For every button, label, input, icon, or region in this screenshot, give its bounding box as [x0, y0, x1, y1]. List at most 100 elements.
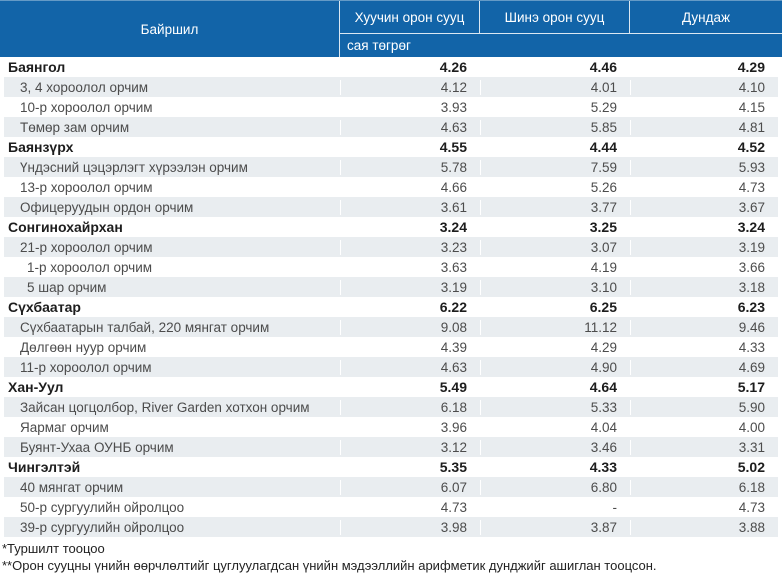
location-cell: 3, 4 хороолол орчим — [20, 79, 149, 95]
table-header: Байршил Хуучин орон сууц Шинэ орон сууц … — [0, 0, 782, 57]
table-row: Үндэсний цэцэрлэгт хүрээлэн орчим 5.78 7… — [4, 157, 778, 177]
table-row: Сүхбаатарын талбай, 220 мянгат орчим 9.0… — [4, 317, 778, 337]
old-apartment-price-cell: 3.63 — [340, 259, 480, 275]
table-row: 5 шар орчим 3.19 3.10 3.18 — [4, 277, 778, 297]
old-apartment-price-cell: 3.96 — [340, 419, 480, 435]
location-cell: 1-р хороолол орчим — [27, 259, 153, 275]
old-apartment-price-cell: 6.07 — [340, 479, 480, 495]
old-apartment-price-cell: 4.12 — [340, 79, 480, 95]
old-apartment-price-cell: 4.63 — [340, 119, 480, 135]
new-apartment-price-cell: 4.64 — [480, 379, 630, 395]
average-price-cell: 4.52 — [630, 139, 778, 155]
old-apartment-price-cell: 4.63 — [340, 359, 480, 375]
new-apartment-price-cell: 4.33 — [480, 459, 630, 475]
table-row: Сонгинохайрхан 3.24 3.25 3.24 — [4, 217, 778, 237]
location-cell: Сүхбаатар — [8, 299, 81, 315]
old-apartment-price-cell: 6.18 — [340, 399, 480, 415]
new-apartment-price-cell: 3.07 — [480, 239, 630, 255]
old-apartment-price-cell: 4.73 — [340, 499, 480, 515]
new-apartment-price-cell: 4.19 — [480, 259, 630, 275]
average-price-cell: 3.18 — [630, 279, 778, 295]
location-cell: 13-р хороолол орчим — [20, 179, 153, 195]
location-cell: 21-р хороолол орчим — [20, 239, 153, 255]
old-apartment-price-cell: 3.23 — [340, 239, 480, 255]
new-apartment-price-cell: 4.29 — [480, 339, 630, 355]
header-location-column: Байршил — [0, 1, 340, 57]
average-price-cell: 5.17 — [630, 379, 778, 395]
old-apartment-price-cell: 3.24 — [340, 219, 480, 235]
old-apartment-price-cell: 3.12 — [340, 439, 480, 455]
location-cell: Сонгинохайрхан — [8, 219, 123, 235]
location-cell: Үндэсний цэцэрлэгт хүрээлэн орчим — [20, 159, 248, 175]
average-price-cell: 5.93 — [630, 159, 778, 175]
new-apartment-price-cell: 3.10 — [480, 279, 630, 295]
average-price-cell: 6.18 — [630, 479, 778, 495]
old-apartment-price-cell: 6.22 — [340, 299, 480, 315]
location-cell: Баянзүрх — [8, 139, 74, 155]
location-cell: Сүхбаатарын талбай, 220 мянгат орчим — [20, 319, 270, 335]
table-row: 40 мянгат орчим 6.07 6.80 6.18 — [4, 477, 778, 497]
average-price-cell: 4.29 — [630, 59, 778, 75]
new-apartment-price-cell: - — [480, 499, 630, 515]
new-apartment-price-cell: 5.85 — [480, 119, 630, 135]
location-cell: 39-р сургуулийн ойролцоо — [20, 519, 185, 535]
table-row: 3, 4 хороолол орчим 4.12 4.01 4.10 — [4, 77, 778, 97]
table-row: 50-р сургуулийн ойролцоо 4.73 - 4.73 — [4, 497, 778, 517]
average-price-cell: 3.67 — [630, 199, 778, 215]
table-row: Яармаг орчим 3.96 4.04 4.00 — [4, 417, 778, 437]
old-apartment-price-cell: 3.93 — [340, 99, 480, 115]
location-cell: 40 мянгат орчим — [20, 479, 124, 495]
footnote-experimental: *Туршилт тооцоо — [2, 541, 105, 556]
header-value-columns: Хуучин орон сууц Шинэ орон сууц Дундаж с… — [340, 1, 782, 57]
location-cell: Яармаг орчим — [20, 419, 109, 435]
new-apartment-price-cell: 3.25 — [480, 219, 630, 235]
average-price-cell: 4.73 — [630, 499, 778, 515]
average-price-cell: 4.10 — [630, 79, 778, 95]
table-row: Буянт-Ухаа ОУНБ орчим 3.12 3.46 3.31 — [4, 437, 778, 457]
location-cell: Хан-Уул — [8, 379, 64, 395]
average-price-cell: 4.81 — [630, 119, 778, 135]
location-cell: 50-р сургуулийн ойролцоо — [20, 499, 185, 515]
table-row: 1-р хороолол орчим 3.63 4.19 3.66 — [4, 257, 778, 277]
average-price-cell: 3.66 — [630, 259, 778, 275]
table-row: 10-р хороолол орчим 3.93 5.29 4.15 — [4, 97, 778, 117]
old-apartment-price-cell: 5.49 — [340, 379, 480, 395]
table-row: Офицеруудын ордон орчим 3.61 3.77 3.67 — [4, 197, 778, 217]
new-apartment-price-cell: 3.46 — [480, 439, 630, 455]
new-apartment-price-cell: 5.33 — [480, 399, 630, 415]
location-cell: 11-р хороолол орчим — [20, 359, 152, 375]
new-apartment-price-cell: 3.77 — [480, 199, 630, 215]
average-price-cell: 4.69 — [630, 359, 778, 375]
table-row: Чингэлтэй 5.35 4.33 5.02 — [4, 457, 778, 477]
header-average-column: Дундаж — [681, 9, 731, 25]
new-apartment-price-cell: 7.59 — [480, 159, 630, 175]
table-row: Дөлгөөн нуур орчим 4.39 4.29 4.33 — [4, 337, 778, 357]
location-cell: Дөлгөөн нуур орчим — [20, 339, 147, 355]
location-cell: Баянгол — [8, 59, 66, 75]
old-apartment-price-cell: 3.98 — [340, 519, 480, 535]
average-price-cell: 3.88 — [630, 519, 778, 535]
location-cell: Зайсан цогцолбор, River Garden хотхон ор… — [20, 399, 310, 415]
table-row: Төмөр зам орчим 4.63 5.85 4.81 — [4, 117, 778, 137]
average-price-cell: 6.23 — [630, 299, 778, 315]
average-price-cell: 4.73 — [630, 179, 778, 195]
location-cell: 10-р хороолол орчим — [20, 99, 153, 115]
old-apartment-price-cell: 3.61 — [340, 199, 480, 215]
table-row: 11-р хороолол орчим 4.63 4.90 4.69 — [4, 357, 778, 377]
old-apartment-price-cell: 4.26 — [340, 59, 480, 75]
average-price-cell: 3.24 — [630, 219, 778, 235]
footnotes: *Туршилт тооцоо **Орон сууцны үнийн өөрч… — [0, 537, 782, 574]
average-price-cell: 3.31 — [630, 439, 778, 455]
new-apartment-price-cell: 3.87 — [480, 519, 630, 535]
average-price-cell: 4.00 — [630, 419, 778, 435]
location-cell: Төмөр зам орчим — [20, 119, 130, 135]
table-body: Баянгол 4.26 4.46 4.29 3, 4 хороолол орч… — [0, 57, 782, 537]
new-apartment-price-cell: 4.46 — [480, 59, 630, 75]
new-apartment-price-cell: 4.04 — [480, 419, 630, 435]
average-price-cell: 3.19 — [630, 239, 778, 255]
new-apartment-price-cell: 6.25 — [480, 299, 630, 315]
table-row: Баянзүрх 4.55 4.44 4.52 — [4, 137, 778, 157]
header-unit-label: сая төгрөг — [347, 38, 411, 53]
header-old-apartment-column: Хуучин орон сууц — [340, 1, 480, 33]
